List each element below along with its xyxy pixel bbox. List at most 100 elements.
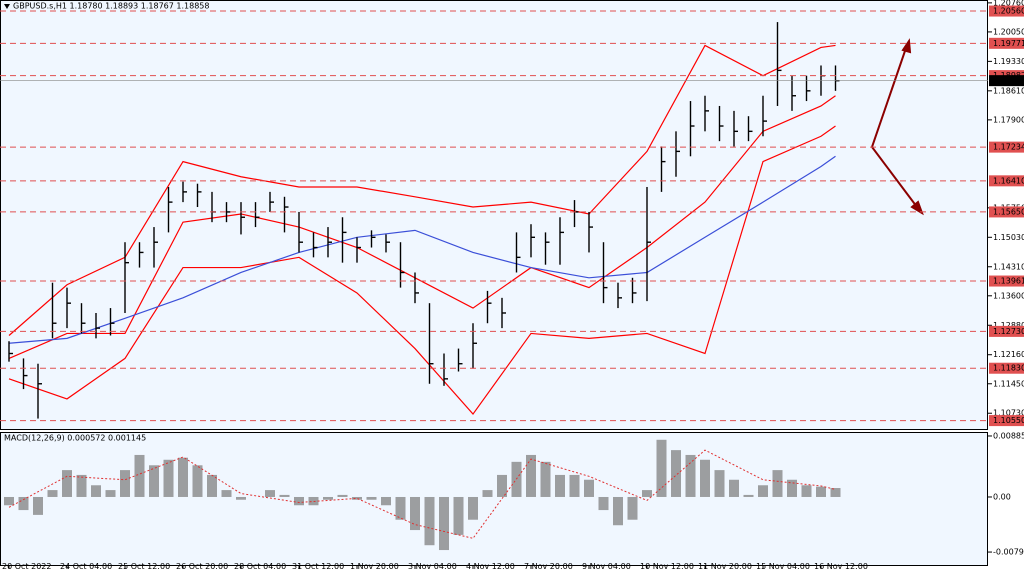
histogram-bar (584, 479, 594, 497)
current-price-box (989, 75, 1024, 87)
x-tick-label: 1 Nov 20:00 (350, 562, 399, 571)
histogram-bar (323, 496, 333, 500)
y-tick-label: 0.008853 (993, 431, 1024, 440)
x-tick-label: 28 Oct 04:00 (234, 562, 286, 571)
histogram-bar (105, 490, 116, 497)
histogram-bar (613, 496, 623, 526)
histogram-bar (758, 485, 768, 497)
histogram-bar (453, 496, 464, 535)
histogram-bar (714, 470, 725, 497)
x-tick-label: 26 Oct 20:00 (176, 562, 228, 571)
histogram-bar (439, 496, 449, 551)
level-label: 1.10550 (993, 416, 1024, 425)
x-tick-label: 4 Nov 12:00 (466, 562, 515, 571)
histogram-bar (410, 496, 420, 531)
indicator-line (8, 155, 836, 344)
y-tick-label: 1.17900 (993, 115, 1024, 124)
histogram-bar (801, 485, 812, 497)
histogram-bar (627, 496, 638, 520)
histogram-bar (424, 496, 435, 546)
histogram-bar (729, 479, 739, 497)
level-label-box (989, 37, 1024, 49)
histogram-bar (526, 454, 536, 497)
histogram-bar (294, 496, 304, 506)
indicator-line (8, 95, 836, 359)
histogram-bar (134, 454, 145, 497)
histogram-bar (743, 494, 754, 497)
x-tick-label: 31 Oct 12:00 (292, 562, 344, 571)
histogram-bar (337, 494, 348, 497)
x-tick-label: 9 Nov 04:00 (582, 562, 631, 571)
histogram-bar (352, 496, 362, 500)
level-label: 1.20560 (993, 7, 1024, 16)
y-tick-label: -0.007991 (993, 548, 1024, 557)
forecast-arrows (871, 38, 924, 216)
y-tick-label: 1.19330 (993, 57, 1024, 66)
histogram-bar (482, 490, 493, 497)
y-tick-label: 1.11450 (993, 379, 1024, 388)
macd-title: MACD(12,26,9) 0.000572 0.001145 (4, 434, 146, 443)
level-label-box (989, 415, 1024, 427)
level-label: 1.19771 (993, 39, 1024, 48)
y-tick-label: 1.13600 (993, 291, 1024, 300)
y-tick-label: 1.15030 (993, 233, 1024, 242)
histogram-bar (381, 496, 391, 506)
histogram-bar (62, 470, 72, 497)
x-tick-label: 10 Nov 12:00 (640, 562, 694, 571)
histogram-bar (395, 496, 406, 520)
x-tick-label: 7 Nov 20:00 (524, 562, 573, 571)
y-tick-label: 1.10730 (993, 409, 1024, 418)
level-label-box (989, 175, 1024, 187)
histogram-bar (91, 485, 101, 497)
histogram-bar (279, 494, 290, 497)
histogram-bar (236, 496, 246, 500)
histogram-bar (468, 496, 478, 520)
y-tick-label: 1.20760 (993, 0, 1024, 7)
x-tick-label: 24 Oct 04:00 (60, 562, 112, 571)
histogram-bar (366, 496, 377, 500)
level-label-box (989, 141, 1024, 153)
arrow-up (871, 47, 907, 148)
level-label: 1.11830 (993, 364, 1024, 373)
histogram-bar (149, 465, 159, 497)
macd-panel (0, 432, 988, 566)
histogram-bar (308, 496, 319, 506)
level-label: 1.15650 (993, 207, 1024, 216)
histogram-bar (33, 496, 43, 515)
histogram-bar (47, 490, 58, 497)
chart-title: GBPUSD.s,H1 1.18780 1.18893 1.18767 1.18… (13, 2, 209, 11)
level-label: 1.13961 (993, 277, 1024, 286)
x-tick-label: 20 Oct 2022 (2, 562, 51, 571)
histogram-bar (830, 488, 841, 497)
histogram-bar (569, 474, 580, 497)
x-tick-label: 11 Nov 20:00 (698, 562, 752, 571)
y-tick-label: 1.14310 (993, 262, 1024, 271)
histogram-bar (540, 461, 551, 497)
histogram-bar (178, 457, 188, 497)
arrow-head (901, 38, 912, 54)
histogram-bar (207, 474, 217, 497)
indicator-line (8, 44, 836, 336)
histogram-bar (555, 474, 565, 497)
level-label-box (989, 325, 1024, 337)
x-tick-label: 15 Nov 04:00 (756, 562, 810, 571)
histogram-bar (642, 490, 652, 497)
level-label-box (989, 5, 1024, 17)
histogram-bar (656, 439, 667, 497)
main-panel (0, 0, 988, 430)
y-tick-label: 1.18610 (993, 86, 1024, 95)
histogram-bar (816, 486, 826, 497)
x-tick-label: 16 Nov 12:00 (814, 562, 868, 571)
collapse-icon[interactable] (4, 4, 10, 9)
level-label-box (989, 206, 1024, 218)
histogram-bar (221, 490, 232, 497)
histogram-bar (497, 474, 507, 497)
level-label: 1.16410 (993, 176, 1024, 185)
histogram-bar (192, 465, 203, 497)
histogram-bar (163, 459, 174, 497)
level-label: 1.12730 (993, 327, 1024, 336)
y-tick-label: 1.12880 (993, 321, 1024, 330)
histogram-bar (120, 470, 130, 497)
